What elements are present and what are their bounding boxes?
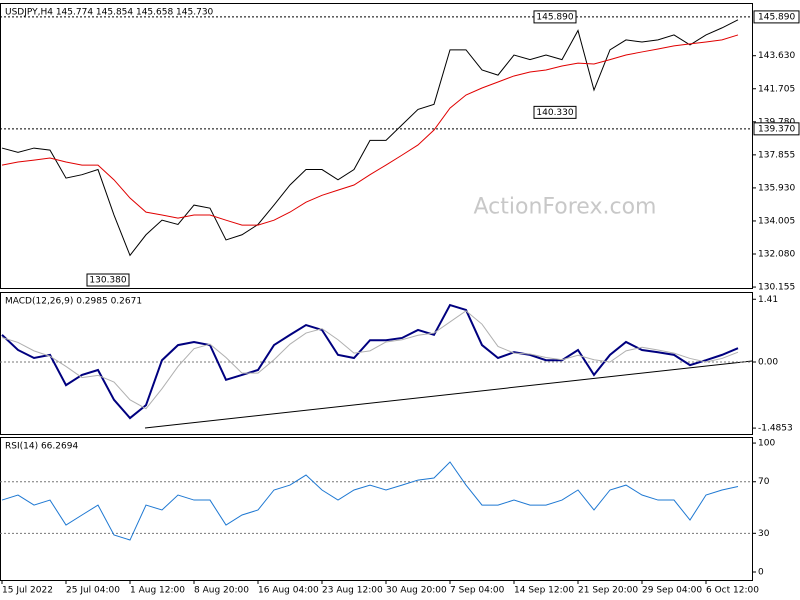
pane-title: USDJPY,H4 145.774 145.854 145.658 145.73… [5, 8, 214, 18]
pane-title: RSI(14) 66.2694 [5, 442, 78, 452]
series-line [1, 310, 739, 410]
x-tick-label: 16 Aug 04:00 [258, 586, 319, 596]
level-label: 139.370 [758, 124, 795, 134]
y-tick-label: -1.4853 [758, 424, 793, 434]
pane-frame [0, 3, 753, 289]
x-tick-label: 15 Jul 2022 [2, 586, 53, 596]
annotation-box [86, 273, 130, 287]
annotation-label: 140.330 [536, 108, 573, 118]
x-tick-label: 6 Oct 12:00 [706, 586, 759, 596]
watermark: ActionForex.com [474, 195, 657, 220]
annotation-label: 145.890 [536, 12, 573, 22]
level-box [753, 122, 800, 136]
pane-frame [0, 437, 753, 581]
x-tick-label: 14 Sep 12:00 [514, 586, 574, 596]
pane-title: MACD(12,26,9) 0.2985 0.2671 [5, 297, 142, 307]
level-label: 145.890 [758, 12, 795, 22]
y-tick-label: 100 [758, 439, 775, 449]
series-line [1, 461, 739, 541]
level-box [753, 10, 800, 24]
x-tick-label: 25 Jul 04:00 [66, 586, 120, 596]
series-line [1, 34, 739, 226]
y-tick-label: 70 [758, 477, 770, 487]
x-tick-label: 8 Aug 20:00 [194, 586, 249, 596]
annotation-box [533, 10, 577, 24]
y-tick-label: 1.41 [758, 295, 778, 305]
x-tick-label: 30 Aug 20:00 [386, 586, 447, 596]
y-tick-label: 135.930 [758, 183, 795, 193]
annotation-box [533, 105, 577, 119]
series-line [1, 303, 739, 420]
annotation-label: 130.380 [89, 276, 126, 286]
y-tick-label: 143.630 [758, 51, 795, 61]
series-line [1, 19, 739, 257]
y-tick-label: 0.00 [758, 357, 778, 367]
x-tick-label: 21 Sep 20:00 [578, 586, 638, 596]
y-tick-label: 132.080 [758, 250, 795, 260]
y-tick-label: 139.780 [758, 117, 795, 127]
x-tick-label: 29 Sep 04:00 [642, 586, 702, 596]
trend-line [144, 360, 753, 429]
x-tick-label: 1 Aug 12:00 [130, 586, 185, 596]
pane-frame [0, 292, 753, 435]
y-tick-label: 0 [758, 568, 764, 578]
y-tick-label: 137.855 [758, 150, 795, 160]
y-tick-label: 30 [758, 529, 770, 539]
y-tick-label: 141.705 [758, 84, 795, 94]
y-tick-label: 130.155 [758, 283, 795, 293]
x-tick-label: 23 Aug 12:00 [322, 586, 383, 596]
y-tick-label: 134.005 [758, 216, 795, 226]
x-tick-label: 7 Sep 04:00 [450, 586, 505, 596]
